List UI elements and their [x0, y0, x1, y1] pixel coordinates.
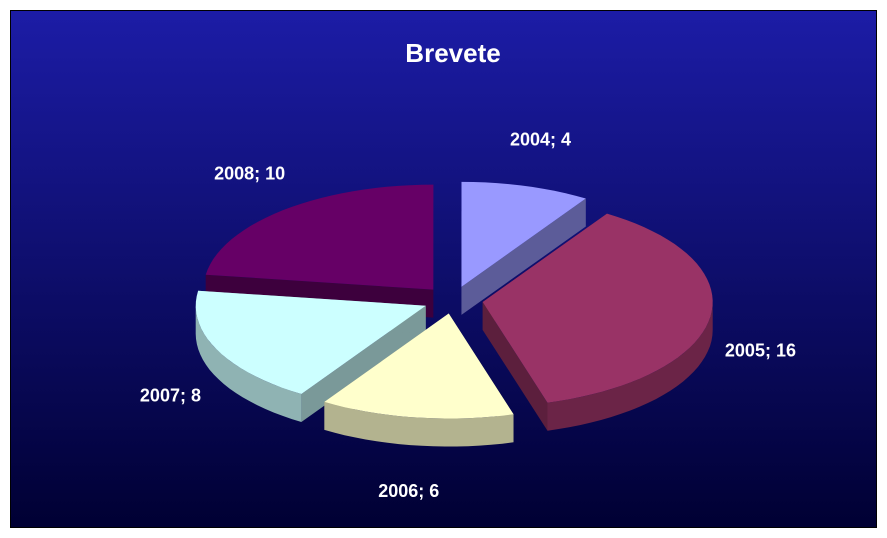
slice-top: [324, 313, 514, 419]
data-label: 2008; 10: [214, 163, 285, 183]
slice: [195, 290, 426, 423]
slice: [482, 213, 713, 431]
data-label: 2005; 16: [725, 340, 796, 360]
slice-side: [461, 198, 586, 315]
slice-side: [301, 305, 426, 423]
data-label: 2007; 8: [140, 386, 201, 406]
slice-top: [461, 181, 586, 287]
chart-area: [10, 10, 877, 528]
data-label: 2006; 6: [378, 481, 439, 501]
slice-top: [195, 290, 426, 394]
slice-top: [205, 184, 434, 290]
slice-wall: [195, 305, 302, 422]
slice: [461, 181, 586, 315]
slice-top: [482, 213, 713, 403]
slice-side: [482, 301, 548, 431]
chart-title: Brevete: [405, 38, 500, 68]
slice: [324, 313, 514, 447]
data-label: 2004; 4: [510, 130, 571, 150]
slice-wall: [324, 401, 514, 447]
slice-wall: [547, 301, 713, 431]
